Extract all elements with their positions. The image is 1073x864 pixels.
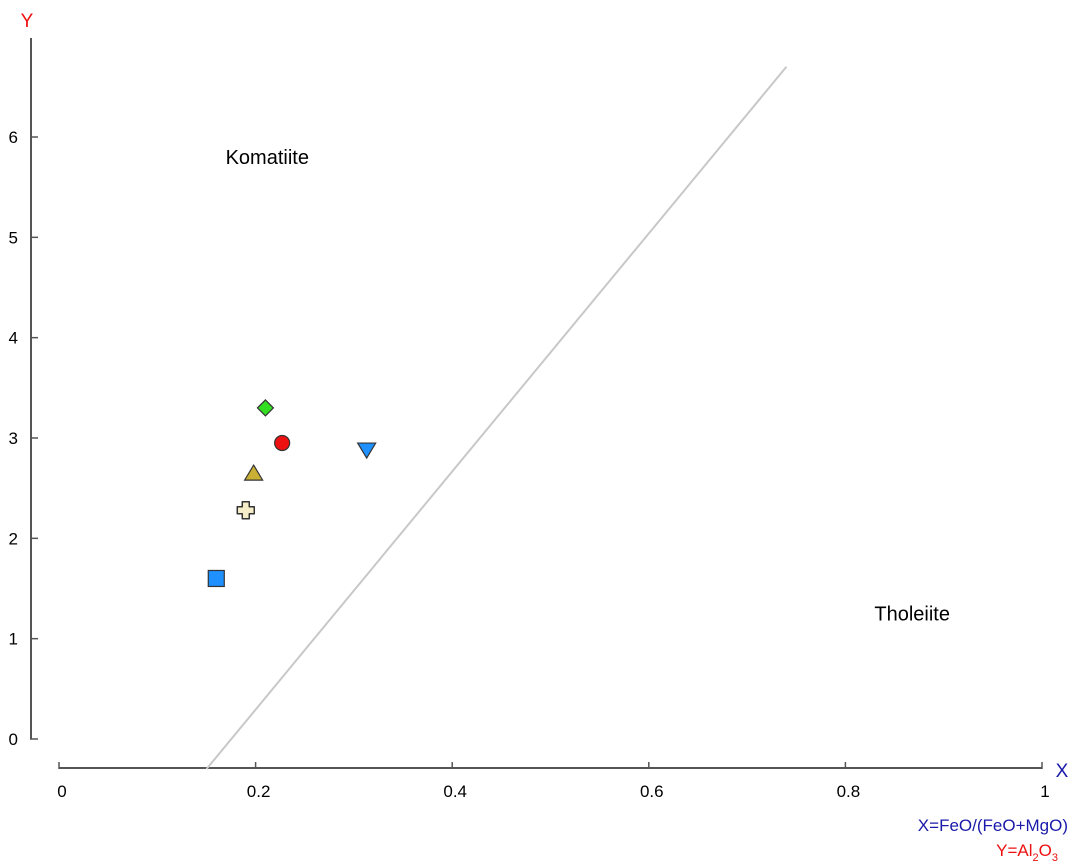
chart-marks	[205, 66, 788, 770]
x-tick-label: 0.2	[247, 782, 271, 801]
y-tick-label: 4	[9, 329, 18, 348]
y-tick-label: 1	[9, 630, 18, 649]
y-axis-title: Y	[21, 11, 34, 32]
data-point-triangle-down	[356, 442, 377, 460]
y-tick-label: 0	[9, 730, 18, 749]
chart-labels: 0 1 2 3 4 5 6 0 0.2 0.4 0.6 0.8 1 Y X X=FeO/(FeO+MgO) Y=…	[9, 11, 1069, 864]
data-point-triangle-up	[243, 463, 264, 481]
y-tick-label: 2	[9, 529, 18, 548]
y-formula-label: Y=Al2O3	[996, 841, 1058, 864]
x-tick-label: 0.6	[640, 782, 664, 801]
x-tick-label: 0.8	[837, 782, 861, 801]
y-tick-label: 6	[9, 128, 18, 147]
data-point-diamond	[256, 399, 275, 417]
x-tick-label: 0.4	[443, 782, 467, 801]
x-tick-label: 1	[1040, 782, 1049, 801]
data-point-square	[207, 569, 225, 588]
x-tick-label: 0	[57, 782, 66, 801]
y-tick-label: 3	[9, 429, 18, 448]
data-point-circle	[274, 434, 291, 452]
axes	[30, 38, 1043, 769]
y-tick-label: 5	[9, 228, 18, 247]
boundary-line	[205, 66, 788, 770]
region-label-komatiite: Komatiite	[226, 147, 309, 169]
data-point-cross	[236, 500, 256, 520]
region-label-tholeiite: Tholeiite	[874, 604, 950, 626]
x-axis-title: X	[1056, 761, 1069, 782]
x-formula-label: X=FeO/(FeO+MgO)	[918, 816, 1068, 835]
